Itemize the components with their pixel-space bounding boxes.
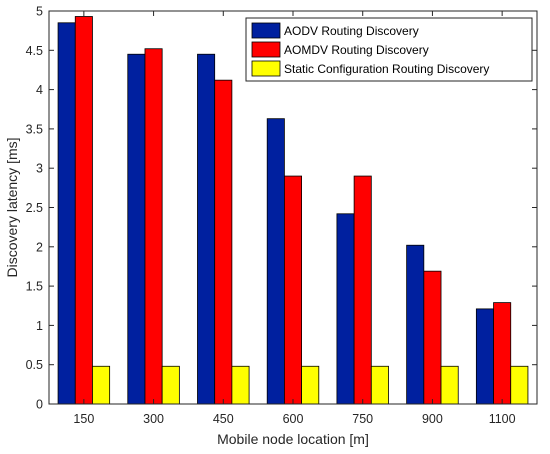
bar-aomdv-150 (74, 16, 93, 405)
y-tick-label: 2.5 (26, 201, 43, 215)
x-tick-label: 750 (352, 412, 373, 426)
bar-static-600 (301, 365, 320, 405)
y-tick-label: 3.5 (26, 122, 43, 136)
y-tick-label: 1 (36, 319, 43, 333)
bar-aodv-600 (266, 118, 285, 405)
x-tick-label: 600 (283, 412, 304, 426)
bar-aodv-750 (336, 213, 355, 405)
bar-aodv-1100 (475, 308, 494, 405)
x-tick-label: 900 (422, 412, 443, 426)
x-tick-label: 150 (73, 412, 94, 426)
legend-swatch-aomdv (251, 41, 281, 58)
legend-item-aodv: AODV Routing Discovery (251, 22, 419, 39)
bar-aomdv-750 (353, 175, 372, 405)
x-tick-label: 450 (213, 412, 234, 426)
plot-frame (48, 10, 538, 405)
bar-static-1100 (510, 365, 529, 405)
legend: AODV Routing Discovery AOMDV Routing Dis… (245, 17, 533, 82)
bar-aodv-450 (197, 53, 216, 405)
bars-group (57, 16, 529, 405)
bar-aodv-900 (406, 244, 425, 405)
y-tick-label: 4 (36, 83, 43, 97)
bar-static-300 (161, 365, 180, 405)
bar-aodv-150 (57, 22, 76, 405)
bar-static-900 (440, 365, 459, 405)
y-tick-label: 0.5 (26, 358, 43, 372)
y-tick-label: 1.5 (26, 280, 43, 294)
legend-item-static: Static Configuration Routing Discovery (251, 60, 489, 77)
bar-static-450 (231, 365, 250, 405)
legend-label-static: Static Configuration Routing Discovery (284, 62, 489, 76)
bar-aomdv-1100 (493, 302, 512, 405)
legend-swatch-aodv (251, 22, 281, 39)
bar-aomdv-450 (214, 79, 233, 405)
y-tick-label: 5 (36, 5, 43, 19)
legend-item-aomdv: AOMDV Routing Discovery (251, 41, 429, 58)
bar-aomdv-600 (283, 175, 302, 405)
y-tick-label: 4.5 (26, 44, 43, 58)
bar-aomdv-300 (144, 48, 163, 405)
y-ticks-group: 0 0.5 1 1.5 2 2.5 3 3.5 4 4.5 5 (26, 5, 537, 412)
bar-aomdv-900 (423, 270, 442, 405)
y-tick-label: 0 (36, 398, 43, 412)
y-tick-label: 3 (36, 162, 43, 176)
x-tick-label: 1100 (489, 412, 516, 426)
bar-static-150 (92, 365, 111, 405)
y-tick-label: 2 (36, 240, 43, 254)
legend-box (245, 17, 533, 82)
x-ticks-group: 150 300 450 600 750 900 1100 (73, 11, 516, 426)
legend-label-aomdv: AOMDV Routing Discovery (284, 43, 429, 57)
x-axis-label: Mobile node location [m] (217, 431, 369, 447)
bar-aodv-300 (127, 53, 146, 405)
legend-swatch-static (251, 60, 281, 77)
bar-static-750 (370, 365, 389, 405)
legend-label-aodv: AODV Routing Discovery (284, 24, 419, 38)
x-tick-label: 300 (143, 412, 164, 426)
y-axis-label: Discovery latency [ms] (4, 137, 20, 277)
